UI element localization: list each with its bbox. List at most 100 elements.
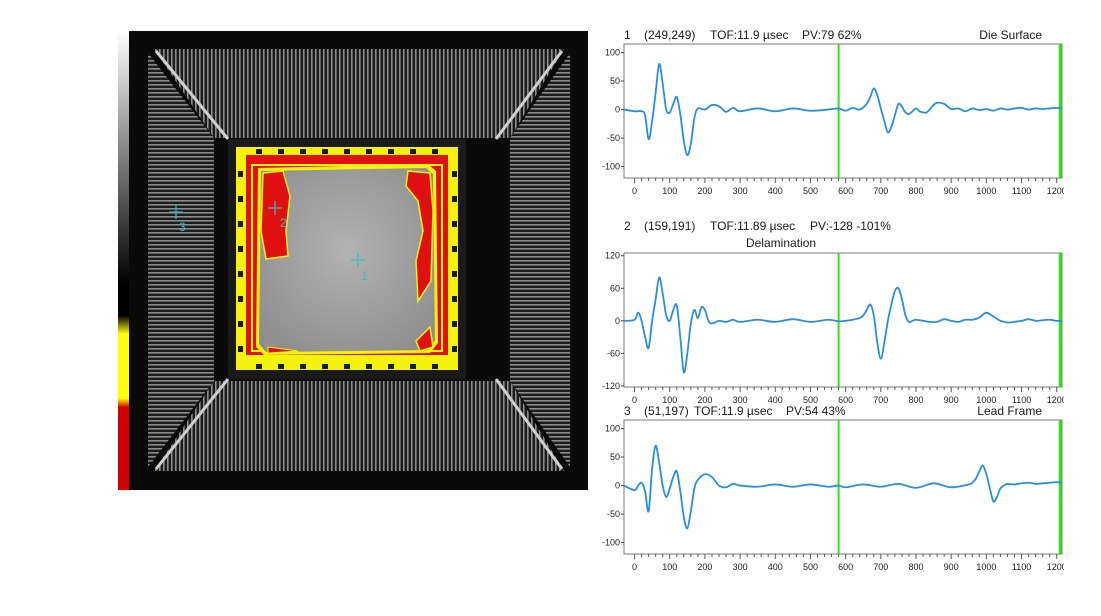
x-tick-label: 400 (768, 562, 783, 572)
x-tick-label: 1100 (1012, 186, 1031, 196)
y-tick-label: 50 (610, 76, 620, 86)
x-tick-label: 100 (662, 562, 677, 572)
x-tick-label: 800 (908, 562, 923, 572)
x-tick-label: 1200 (1047, 562, 1067, 572)
y-tick-label: -100 (602, 538, 620, 548)
plot-index: 3 (624, 404, 631, 418)
y-tick-label: 0 (615, 105, 620, 115)
marker-1-label: 1 (361, 269, 368, 283)
y-tick-label: 100 (605, 424, 620, 434)
plot-coordinates: (51,197) (644, 404, 689, 418)
x-tick-label: 900 (944, 562, 959, 572)
x-tick-label: 0 (632, 395, 637, 405)
x-tick-label: 400 (768, 186, 783, 196)
marker-3-label: 3 (179, 220, 186, 234)
bottom-leads (154, 381, 564, 471)
plot-header: 3 (51,197) TOF:11.9 µsec PV:54 43% Lead … (600, 404, 1062, 420)
color-scale-bar (118, 31, 129, 490)
acoustic-scan-panel: 1 2 3 (118, 31, 588, 490)
x-tick-label: 0 (632, 562, 637, 572)
top-leads (154, 49, 564, 138)
x-tick-label: 500 (803, 562, 818, 572)
x-tick-label: 500 (803, 395, 818, 405)
x-tick-label: 200 (697, 186, 712, 196)
tie-bars (154, 50, 564, 470)
x-tick-label: 1200 (1047, 395, 1067, 405)
ascan-plot-2: 2 (159,191) TOF:11.89 µsec PV:-128 -101%… (600, 219, 1076, 409)
plot-tof: TOF:11.9 µsec (710, 28, 789, 42)
plot-coordinates: (249,249) (644, 28, 696, 42)
x-tick-label: 1000 (976, 395, 996, 405)
x-tick-label: 600 (838, 395, 853, 405)
x-tick-label: 100 (662, 186, 677, 196)
waveform-line (623, 276, 1063, 374)
waveform-line (623, 63, 1063, 157)
ascan-plot-1: 1 (249,249) TOF:11.9 µsec PV:79 62% Die … (600, 28, 1076, 218)
die-surface (259, 168, 435, 352)
plot-tof: TOF:11.89 µsec (710, 219, 796, 233)
plot-index: 2 (624, 219, 631, 233)
x-tick-label: 500 (803, 186, 818, 196)
plot-area (623, 252, 1063, 388)
marker-3[interactable] (169, 205, 183, 219)
left-leads (148, 53, 214, 467)
marker-2[interactable] (268, 201, 282, 215)
axis-clip (1064, 184, 1076, 198)
x-tick-label: 200 (697, 395, 712, 405)
axis-clip (1064, 560, 1076, 574)
plot-pv: PV:79 62% (802, 28, 862, 42)
y-tick-label: -60 (607, 348, 620, 358)
x-tick-label: 1100 (1012, 395, 1031, 405)
ascan-plot-3: 3 (51,197) TOF:11.9 µsec PV:54 43% Lead … (600, 404, 1076, 594)
x-tick-label: 700 (873, 395, 888, 405)
axis-clip (1064, 393, 1076, 407)
x-tick-label: 600 (838, 562, 853, 572)
x-tick-label: 100 (662, 395, 677, 405)
y-tick-label: 120 (605, 251, 620, 261)
y-tick-label: 0 (615, 481, 620, 491)
x-tick-label: 1000 (976, 562, 996, 572)
y-tick-label: -100 (602, 162, 620, 172)
x-tick-label: 1000 (976, 186, 996, 196)
y-tick-label: 60 (610, 283, 620, 293)
y-tick-label: 50 (610, 452, 620, 462)
x-tick-label: 300 (733, 395, 748, 405)
delamination-region-bottom-left (267, 346, 299, 354)
y-tick-label: 0 (615, 316, 620, 326)
plot-label: Delamination (746, 236, 817, 250)
delamination-region-right (405, 170, 434, 304)
y-tick-label: 100 (605, 48, 620, 58)
marker-2-label: 2 (280, 216, 287, 230)
plot-header: 1 (249,249) TOF:11.9 µsec PV:79 62% Die … (600, 28, 1062, 44)
plot-index: 1 (624, 28, 631, 42)
x-tick-label: 1200 (1047, 186, 1067, 196)
paddle-frame-teeth (238, 149, 457, 369)
x-tick-label: 300 (733, 186, 748, 196)
marker-1[interactable] (351, 253, 365, 267)
x-tick-label: 300 (733, 562, 748, 572)
plot-area (623, 43, 1063, 179)
y-tick-label: -50 (607, 133, 620, 143)
plot-header: 2 (159,191) TOF:11.89 µsec PV:-128 -101% (600, 219, 1062, 235)
x-tick-label: 900 (944, 186, 959, 196)
x-tick-label: 900 (944, 395, 959, 405)
y-tick-label: -120 (602, 381, 620, 391)
y-tick-label: -50 (607, 509, 620, 519)
plot-label: Die Surface (979, 28, 1042, 42)
x-tick-label: 1100 (1012, 562, 1031, 572)
plot-tof: TOF:11.9 µsec (694, 404, 773, 418)
x-tick-label: 700 (873, 562, 888, 572)
acoustic-scan-image: 1 2 3 (118, 31, 588, 490)
plot-label: Lead Frame (977, 404, 1042, 418)
x-tick-label: 700 (873, 186, 888, 196)
x-tick-label: 0 (632, 186, 637, 196)
x-tick-label: 600 (838, 186, 853, 196)
x-tick-label: 200 (697, 562, 712, 572)
x-tick-label: 800 (908, 395, 923, 405)
plot-coordinates: (159,191) (644, 219, 696, 233)
plot-pv: PV:-128 -101% (810, 219, 891, 233)
x-tick-label: 800 (908, 186, 923, 196)
